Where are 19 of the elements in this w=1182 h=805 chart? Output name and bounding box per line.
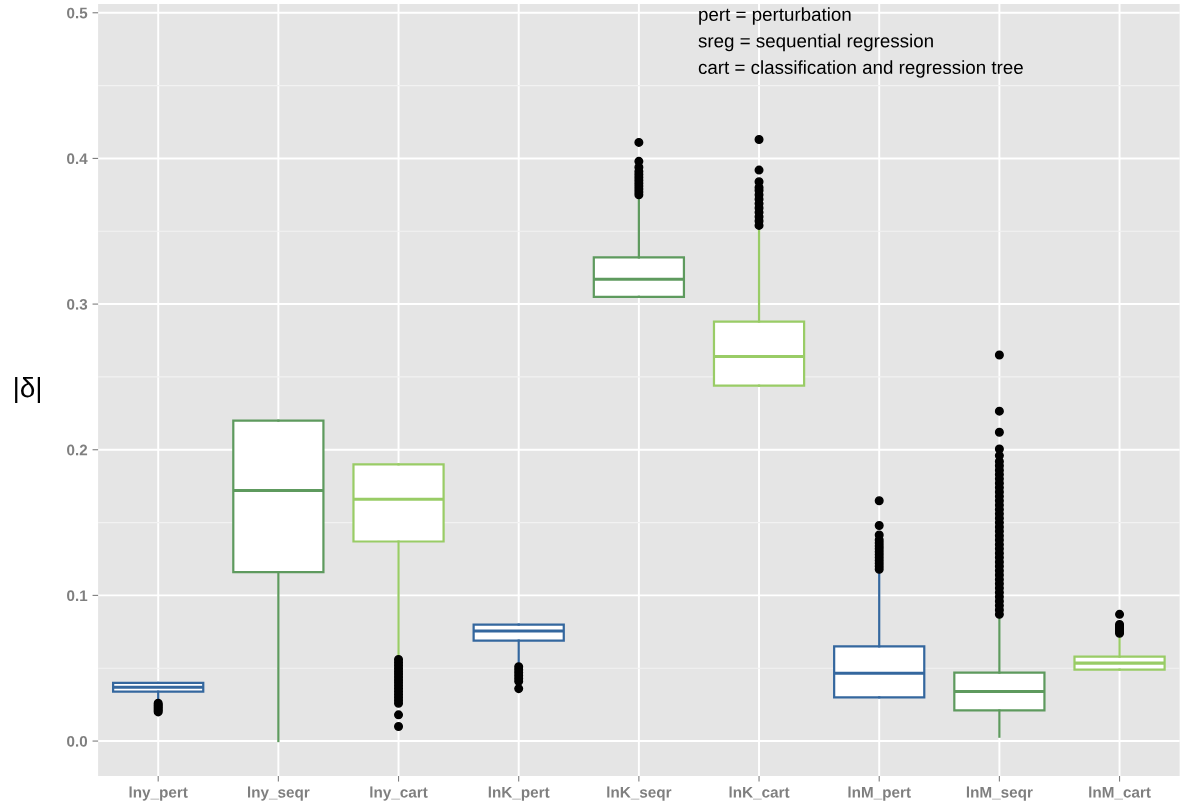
y-tick-label: 0.4 <box>67 153 88 165</box>
x-tick-label: lnM_pert <box>848 786 911 801</box>
x-tick-label: lny_seqr <box>248 786 310 801</box>
x-tick-label: lnK_seqr <box>607 786 672 801</box>
x-tick-label: lnM_cart <box>1089 786 1151 800</box>
y-tick-label: 0.1 <box>67 590 88 602</box>
y-axis-title: |δ| <box>15 377 41 404</box>
annotation: pert = perturbation <box>699 7 851 25</box>
x-tick-label: lnK_pert <box>488 786 550 801</box>
x-tick-label: lnK_cart <box>729 786 790 800</box>
y-tick-label: 0.2 <box>67 444 88 456</box>
x-tick-label: lny_pert <box>129 786 188 801</box>
annotation: cart = classification and regression tree <box>698 60 1023 78</box>
annotation: sreg = sequential regression <box>698 33 933 52</box>
y-tick-label: 0.3 <box>67 298 88 310</box>
y-tick-label: 0.5 <box>67 7 88 19</box>
y-tick-label: 0.0 <box>67 735 88 747</box>
x-tick-label: lny_cart <box>370 786 428 801</box>
x-tick-label: lnM_seqr <box>966 786 1033 801</box>
